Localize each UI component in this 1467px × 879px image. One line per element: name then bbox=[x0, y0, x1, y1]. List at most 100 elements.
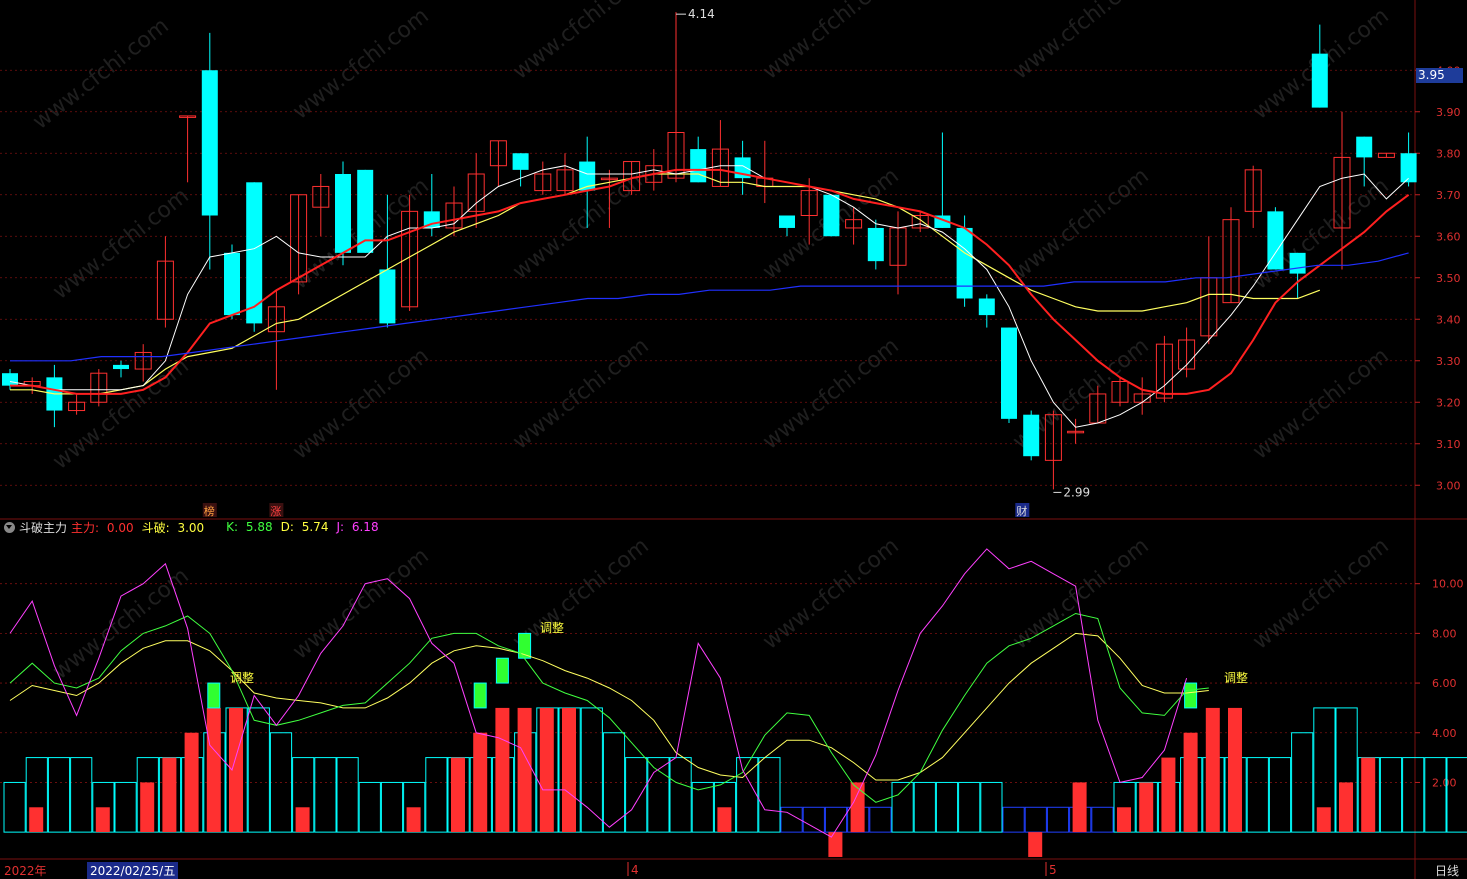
doupo-bar bbox=[869, 806, 892, 833]
d-line bbox=[9, 632, 1209, 781]
doupo-bar bbox=[625, 757, 648, 833]
main-bar bbox=[406, 807, 421, 833]
signal-bar bbox=[207, 682, 221, 709]
main-bar bbox=[562, 707, 576, 833]
candle-body bbox=[711, 148, 729, 187]
candle-body bbox=[445, 202, 463, 229]
event-marker-bg bbox=[1015, 503, 1030, 517]
event-marker: 财 bbox=[1016, 504, 1027, 518]
main-bar bbox=[206, 707, 221, 833]
main-bar bbox=[162, 757, 177, 833]
legend-k: K: 5.88 bbox=[226, 520, 276, 534]
candle-body bbox=[956, 227, 973, 299]
candle-body bbox=[978, 298, 995, 316]
candle-body bbox=[867, 227, 884, 262]
candle-body bbox=[156, 260, 174, 320]
doupo-bar bbox=[1002, 806, 1025, 833]
candle-body bbox=[845, 219, 863, 229]
ma20-line bbox=[10, 173, 1321, 395]
price-tick-label: 3.50 bbox=[1436, 272, 1461, 285]
doupo-bar bbox=[269, 732, 293, 833]
main-bar bbox=[1072, 782, 1087, 833]
candle-body bbox=[1400, 153, 1417, 183]
main-bar bbox=[473, 732, 488, 833]
candle-body bbox=[90, 372, 108, 403]
main-bar bbox=[1183, 732, 1198, 833]
main-bar bbox=[140, 782, 155, 833]
watermark-text: www.cfchi.com bbox=[758, 533, 903, 654]
doupo-bar bbox=[336, 757, 359, 833]
ind-tick-label: 8.00 bbox=[1432, 627, 1457, 640]
doupo-bar bbox=[669, 757, 692, 833]
candle-body bbox=[1155, 343, 1173, 399]
candle-body bbox=[1178, 339, 1196, 370]
doupo-bar bbox=[1446, 757, 1467, 833]
indicator-name[interactable]: 斗破主力 bbox=[19, 520, 68, 535]
candle-body bbox=[489, 140, 507, 167]
candle-body bbox=[534, 173, 552, 192]
watermark-text: www.cfchi.com bbox=[1008, 163, 1153, 284]
doupo-bar bbox=[358, 781, 381, 833]
doupo-bar bbox=[47, 757, 71, 833]
legend-main-value: 0.00 bbox=[106, 520, 134, 535]
adjust-annotation: 调整 bbox=[1224, 670, 1248, 685]
ind-tick-label: 10.00 bbox=[1432, 578, 1464, 591]
main-bar bbox=[1361, 757, 1376, 833]
doupo-bar bbox=[913, 781, 936, 833]
candle-body bbox=[467, 173, 485, 212]
candle-body bbox=[1311, 53, 1328, 108]
ind-tick-label: 6.00 bbox=[1432, 677, 1457, 690]
watermark-text: www.cfchi.com bbox=[48, 183, 193, 304]
main-bar bbox=[1339, 782, 1353, 833]
candle-body bbox=[1222, 219, 1240, 304]
candle-body bbox=[357, 169, 374, 253]
doupo-bar bbox=[114, 781, 137, 833]
ma60-line bbox=[10, 252, 1409, 362]
doupo-bar bbox=[70, 757, 93, 833]
main-bar bbox=[1139, 782, 1154, 833]
ind-tick-label: 2.00 bbox=[1432, 776, 1457, 789]
price-tick-label: 3.80 bbox=[1436, 147, 1461, 160]
period-button[interactable]: 日线 bbox=[1434, 864, 1459, 878]
doupo-bar bbox=[824, 806, 848, 833]
price-tick-label: 3.60 bbox=[1436, 230, 1461, 243]
doupo-bar bbox=[1402, 757, 1425, 833]
doupo-bar bbox=[758, 757, 781, 833]
candle-body bbox=[1244, 169, 1262, 212]
main-bar bbox=[539, 707, 554, 833]
candle-body bbox=[779, 215, 795, 228]
signal-bar bbox=[473, 682, 487, 709]
doupo-bar bbox=[1291, 732, 1314, 833]
event-marker: 涨 bbox=[270, 505, 281, 518]
current-price-tag: 3.95 bbox=[1416, 68, 1463, 83]
doupo-bar bbox=[647, 757, 670, 833]
legend-j-label: J: bbox=[336, 520, 348, 534]
chevron-down-icon[interactable] bbox=[4, 521, 15, 533]
candle-body bbox=[379, 269, 396, 324]
legend-d-value: 5.74 bbox=[301, 520, 329, 534]
doupo-bar bbox=[602, 732, 626, 833]
watermark-text: www.cfchi.com bbox=[288, 343, 433, 464]
indicator-legend: 斗破主力 主力: 0.00 斗破: 3.00 K: 5.88 D: 5.74 J… bbox=[4, 519, 387, 535]
j-line bbox=[9, 548, 1188, 838]
adjust-annotation: 调整 bbox=[230, 670, 254, 685]
candle-body bbox=[512, 153, 529, 170]
cursor-date[interactable]: 2022/02/25/五 bbox=[87, 862, 179, 879]
candle-body bbox=[1377, 152, 1395, 158]
main-bar bbox=[229, 707, 243, 833]
candle-body bbox=[113, 364, 129, 370]
main-bar bbox=[717, 807, 732, 833]
price-tick-label: 3.70 bbox=[1436, 189, 1461, 202]
doupo-bar bbox=[1046, 806, 1070, 833]
doupo-bar bbox=[1424, 757, 1447, 833]
price-tick-label: 3.40 bbox=[1436, 313, 1461, 326]
low-label: 2.99 bbox=[1063, 485, 1090, 499]
doupo-bar bbox=[3, 781, 26, 833]
event-marker-bg bbox=[269, 503, 284, 517]
legend-j-value: 6.18 bbox=[351, 520, 379, 534]
candle-body bbox=[267, 306, 285, 333]
doupo-bar bbox=[247, 707, 270, 833]
event-marker-bg bbox=[202, 503, 217, 517]
